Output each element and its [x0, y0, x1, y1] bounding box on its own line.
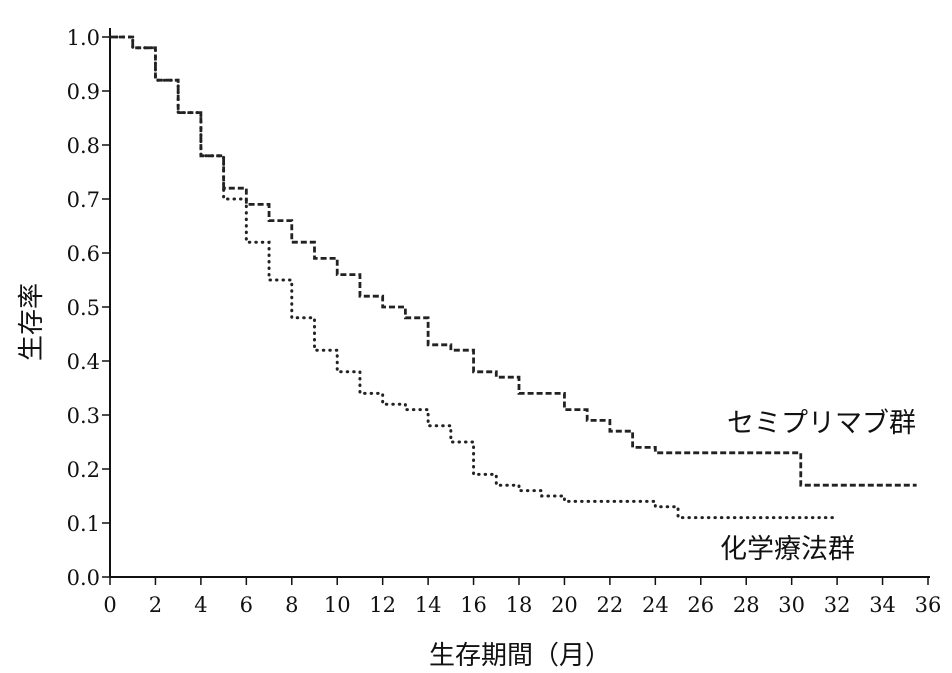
- tick-labels: 0 2 4 6 8 10 12 14 16 18 20 22 24 26 28 30 32 34 360.00.10…: [67, 26, 942, 617]
- x-tick-label: 12: [369, 593, 396, 617]
- y-tick-label: 0.2: [67, 458, 100, 482]
- x-tick-label: 32: [824, 593, 851, 617]
- y-tick-label: 0.6: [67, 242, 100, 266]
- x-tick-label: 36: [915, 593, 942, 617]
- x-tick-label: 10: [324, 593, 351, 617]
- x-tick-label: 28: [733, 593, 760, 617]
- series-line-chemotherapy: [108, 35, 839, 520]
- x-tick-label: 24: [642, 593, 669, 617]
- y-tick-label: 0.4: [67, 350, 100, 374]
- y-tick-label: 0.7: [67, 188, 100, 212]
- x-tick-label: 22: [597, 593, 624, 617]
- x-tick-label: 14: [415, 593, 442, 617]
- y-axis-label: 生存率: [17, 283, 47, 361]
- y-tick-label: 0.5: [67, 296, 100, 320]
- x-tick-label: 16: [460, 593, 487, 617]
- x-tick-label: 6: [240, 593, 253, 617]
- x-tick-label: 30: [778, 593, 805, 617]
- y-tick-label: 0.0: [67, 566, 100, 590]
- y-tick-label: 1.0: [67, 26, 100, 50]
- x-tick-label: 34: [869, 593, 896, 617]
- x-tick-label: 2: [149, 593, 162, 617]
- series-lines: [108, 35, 917, 520]
- x-axis-label: 生存期間（月）: [429, 641, 611, 671]
- ticks: [102, 36, 929, 585]
- x-tick-label: 8: [285, 593, 298, 617]
- y-tick-label: 0.1: [67, 512, 100, 536]
- x-tick-label: 26: [687, 593, 714, 617]
- y-tick-label: 0.9: [67, 80, 100, 104]
- x-tick-label: 0: [103, 593, 116, 617]
- x-tick-label: 20: [551, 593, 578, 617]
- axes: [109, 28, 930, 578]
- y-tick-label: 0.3: [67, 404, 100, 428]
- series-label-cemiplimab: セミプリマブ群: [727, 408, 916, 439]
- series-label-chemotherapy: 化学療法群: [720, 534, 855, 565]
- y-tick-label: 0.8: [67, 134, 100, 158]
- x-tick-label: 4: [194, 593, 207, 617]
- x-tick-label: 18: [506, 593, 533, 617]
